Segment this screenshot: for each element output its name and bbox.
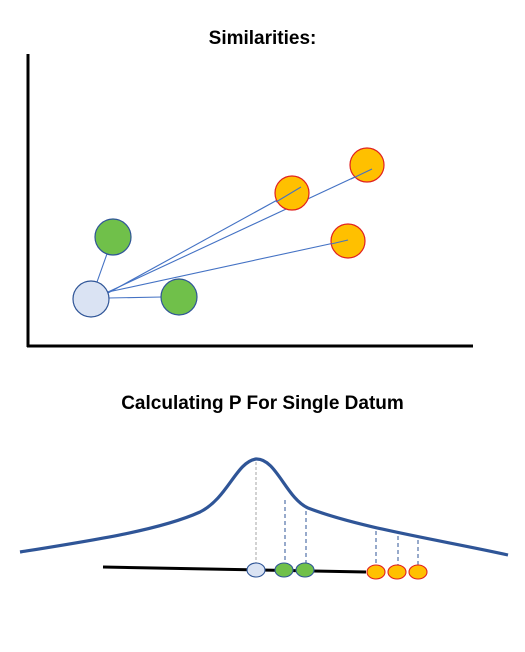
baseline-near-point-2	[295, 562, 315, 578]
reference-point	[72, 280, 110, 318]
distance-baseline	[102, 565, 367, 574]
baseline-far-point-1	[366, 564, 386, 580]
calculating-p-panel	[19, 457, 509, 580]
baseline-reference-point	[246, 562, 266, 578]
far-point-lower	[330, 223, 366, 259]
near-point-right	[160, 278, 198, 316]
similarities-panel	[26, 54, 473, 348]
near-point-upper	[94, 218, 132, 256]
similarity-distribution-curve	[19, 457, 509, 557]
baseline-near-point-1	[274, 562, 294, 578]
connector-to-near-point-1	[96, 250, 109, 283]
connector-to-far-point-3	[107, 239, 349, 293]
connector-tails	[275, 168, 373, 245]
baseline-far-point-2	[387, 564, 407, 580]
baseline-far-point-3	[408, 564, 428, 580]
far-point-top	[349, 147, 385, 183]
connector-to-far-point-2	[107, 168, 373, 293]
calculating-p-title: Calculating P For Single Datum	[121, 393, 404, 414]
connector-to-far-point-1	[107, 186, 302, 294]
connector-to-near-point-2	[107, 296, 163, 299]
similarity-connectors	[96, 168, 373, 299]
similarities-title: Similarities:	[208, 28, 317, 49]
neighbor-guide-lines	[284, 500, 419, 566]
